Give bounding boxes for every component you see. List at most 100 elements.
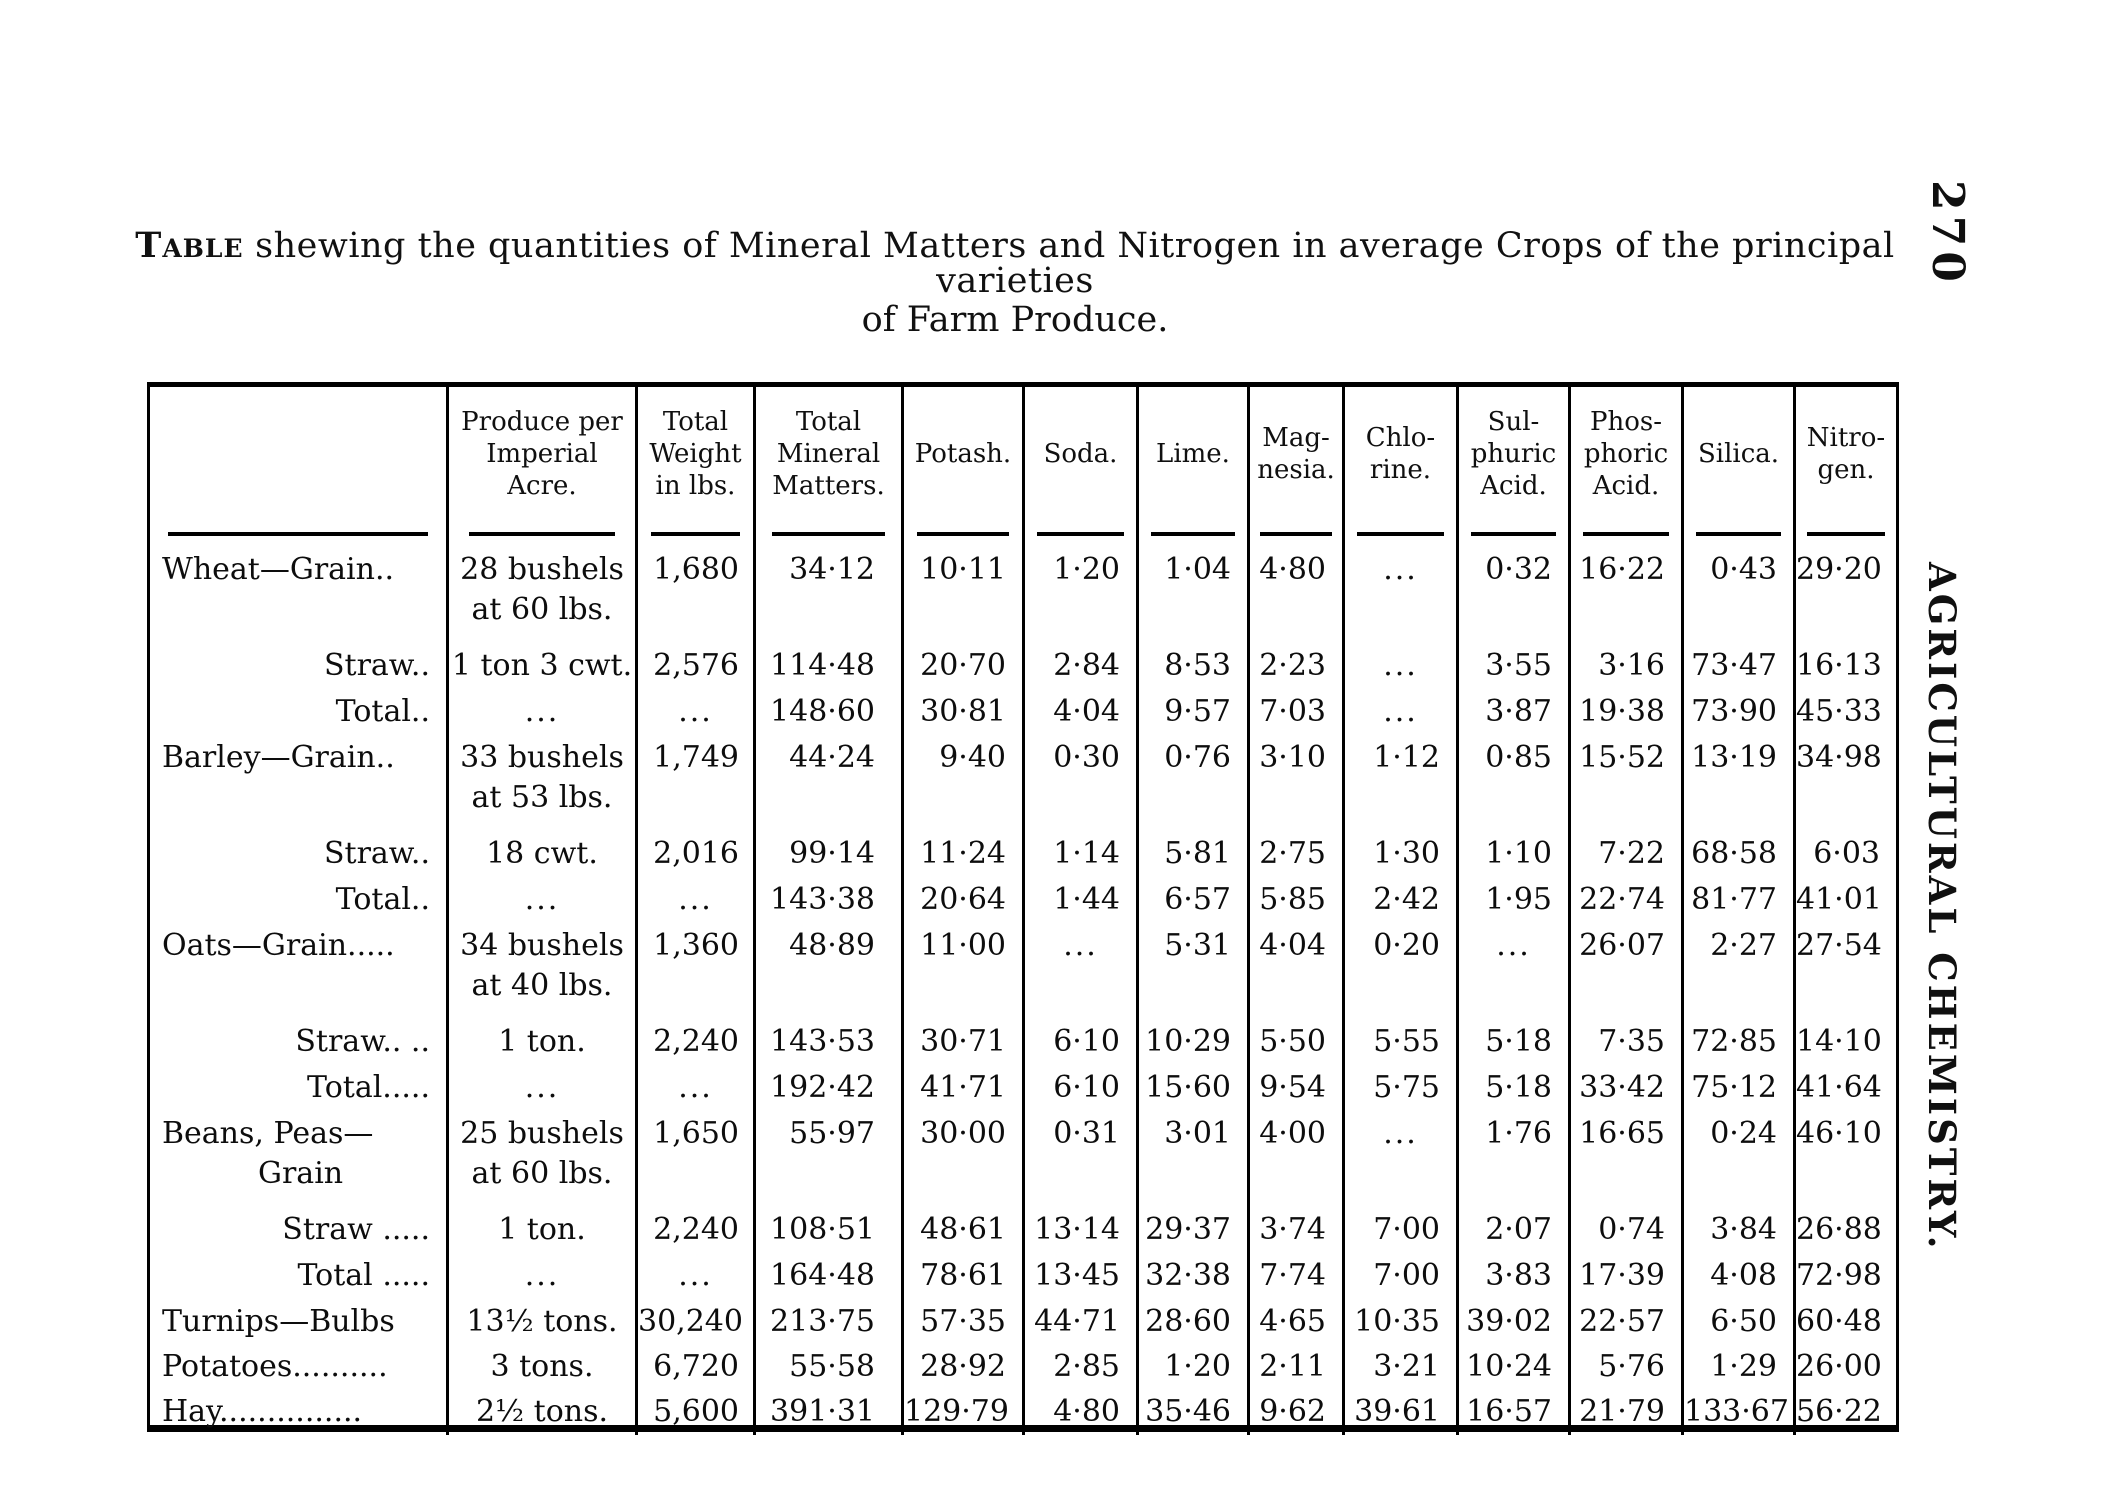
produce-line: 25 bushels — [460, 1116, 624, 1151]
table-cell-total-mineral-matters: 55·58 — [756, 1342, 904, 1387]
column-header-chlorine: Chlo-rine. — [1345, 387, 1459, 545]
table-cell-potash: 48·61 — [904, 1205, 1025, 1251]
table-cell-total-weight-in-lbs: ... — [638, 687, 756, 733]
table-cell-phosphoric-acid: 15·52 — [1571, 733, 1684, 829]
table-cell-silica: 72·85 — [1684, 1017, 1796, 1063]
column-header-line: Mag- — [1262, 423, 1330, 454]
table-cell-lime: 3·01 — [1139, 1109, 1250, 1205]
table-cell-lime: 1·20 — [1139, 1342, 1250, 1387]
table-cell-potash: 30·00 — [904, 1109, 1025, 1205]
table-cell-sulphuric-acid: 0·85 — [1459, 733, 1571, 829]
table-cell-nitrogen: 46·10 — [1796, 1116, 1882, 1151]
header-underline-rule — [1470, 532, 1556, 536]
table-cell-nitrogen: 60·48 — [1796, 1304, 1882, 1339]
table-cell-potash: 30·71 — [904, 1017, 1025, 1063]
table-cell-lime: 0·76 — [1139, 733, 1250, 829]
table-cell-total-mineral-matters: 48·89 — [756, 921, 904, 1017]
produce-line: at 60 lbs. — [471, 1155, 613, 1191]
table-cell-phosphoric-acid: 17·39 — [1571, 1251, 1684, 1297]
table-cell-chlorine: 0·20 — [1345, 921, 1459, 1017]
table-cell-nitrogen: 72·98 — [1796, 1258, 1882, 1293]
table-cell-soda: ... — [1025, 921, 1139, 1017]
row-label-line: Wheat—Grain.. — [162, 552, 395, 587]
header-underline-rule — [1260, 532, 1332, 536]
table-cell-potash: 129·79 — [904, 1387, 1025, 1435]
row-label: Oats—Grain..... — [150, 921, 449, 1017]
table-cell-phosphoric-acid: 22·57 — [1571, 1297, 1684, 1342]
produce-per-acre-cell: 2½ tons. — [449, 1387, 638, 1435]
table-cell-total-weight-in-lbs: 1,360 — [638, 921, 756, 1017]
table-cell-total-mineral-matters: 55·97 — [756, 1109, 904, 1205]
header-underline-rule — [469, 532, 615, 536]
table-cell-silica: 73·47 — [1684, 641, 1796, 687]
produce-line: 18 cwt. — [486, 836, 598, 871]
table-caption: Table shewing the quantities of Mineral … — [120, 228, 1910, 299]
table-cell-sulphuric-acid: 1·10 — [1459, 829, 1571, 875]
header-underline-rule — [1150, 532, 1236, 536]
table-cell-phosphoric-acid: 7·35 — [1571, 1017, 1684, 1063]
row-label: Total ..... — [150, 1251, 449, 1297]
table-cell-potash: 20·70 — [904, 641, 1025, 687]
table-cell-magnesia: 2·75 — [1250, 829, 1345, 875]
running-head: AGRICULTURAL CHEMISTRY. — [1920, 562, 1964, 1252]
table-cell-phosphoric-acid: 16·22 — [1571, 545, 1684, 641]
produce-line: at 40 lbs. — [471, 967, 613, 1003]
table-cell-magnesia: 7·03 — [1250, 687, 1345, 733]
produce-per-acre-cell: 13½ tons. — [449, 1297, 638, 1342]
table-cell-total-weight-in-lbs: 1,680 — [638, 545, 756, 641]
row-label-line: Turnips—Bulbs — [162, 1304, 395, 1339]
table-cell-lime: 28·60 — [1139, 1297, 1250, 1342]
header-underline-rule — [1695, 532, 1781, 536]
table-row: Potatoes.......... 3 tons. 6,720 55·58 28·92… — [150, 1342, 1896, 1387]
table-cell-total-mineral-matters: 34·12 — [756, 545, 904, 641]
table-cell-soda: 1·14 — [1025, 829, 1139, 875]
column-header-magnesia: Mag-nesia. — [1250, 387, 1345, 545]
produce-per-acre-cell: 1 ton 3 cwt. — [449, 641, 638, 687]
column-header-line: rine. — [1369, 455, 1432, 485]
row-label: Total..... — [150, 1063, 449, 1109]
table-cell-magnesia: 7·74 — [1250, 1251, 1345, 1297]
table-cell-silica: 2·27 — [1684, 921, 1796, 1017]
table-cell-magnesia: 5·50 — [1250, 1017, 1345, 1063]
row-label: Straw ..... — [150, 1205, 449, 1251]
column-header-line: Acre. — [507, 470, 577, 501]
column-header-line: Total — [662, 407, 729, 438]
row-label-line: Hay............... — [162, 1394, 363, 1429]
table-cell-phosphoric-acid: 0·74 — [1571, 1205, 1684, 1251]
table-cell-sulphuric-acid: 0·32 — [1459, 545, 1571, 641]
table-cell-sulphuric-acid: 5·18 — [1459, 1063, 1571, 1109]
table-cell-nitrogen: 27·54 — [1796, 928, 1882, 963]
table-cell-total-weight-in-lbs: 6,720 — [638, 1342, 756, 1387]
table-cell-total-weight-in-lbs: 2,240 — [638, 1205, 756, 1251]
row-label-line: Grain — [258, 1155, 344, 1191]
row-label: Straw.. — [150, 641, 449, 687]
table-row: Wheat—Grain.. 28 bushels at 60 lbs. 1,680 34… — [150, 545, 1896, 641]
produce-line: 1 ton. — [498, 1024, 586, 1059]
table-cell-sulphuric-acid: 3·83 — [1459, 1251, 1571, 1297]
table-cell-magnesia: 5·85 — [1250, 875, 1345, 921]
column-header-line: Mineral — [776, 439, 881, 470]
column-header-line: Acid. — [1480, 470, 1547, 501]
table-cell-chlorine: 39·61 — [1345, 1387, 1459, 1435]
produce-line: 1 ton 3 cwt. — [451, 648, 633, 683]
table-cell-total-mineral-matters: 143·38 — [756, 875, 904, 921]
table-cell-phosphoric-acid: 26·07 — [1571, 921, 1684, 1017]
table-cell-total-mineral-matters: 143·53 — [756, 1017, 904, 1063]
table-cell-potash: 41·71 — [904, 1063, 1025, 1109]
table-cell-total-weight-in-lbs: 2,240 — [638, 1017, 756, 1063]
column-header-line: phoric — [1583, 439, 1669, 470]
row-label: Potatoes.......... — [150, 1342, 449, 1387]
column-header-line: gen. — [1817, 455, 1875, 485]
row-label: Hay............... — [150, 1387, 449, 1435]
table-cell-sulphuric-acid: 1·95 — [1459, 875, 1571, 921]
table-cell-lime: 10·29 — [1139, 1017, 1250, 1063]
table-cell-nitrogen: 29·20 — [1796, 552, 1882, 587]
column-header-produce-per-imperial-acre: Produce per Imperial Acre. — [449, 387, 638, 545]
row-label-line: Straw.. — [323, 836, 430, 871]
table-cell-lime: 35·46 — [1139, 1387, 1250, 1435]
header-underline-rule — [1037, 532, 1124, 536]
table-row: Straw.. 18 cwt. 2,016 99·14 11·24 1·14 5·81 2·7… — [150, 829, 1896, 875]
column-header-line: Silica. — [1697, 439, 1780, 470]
row-label-line: Total.. — [335, 882, 430, 917]
table-cell-magnesia: 4·04 — [1250, 921, 1345, 1017]
